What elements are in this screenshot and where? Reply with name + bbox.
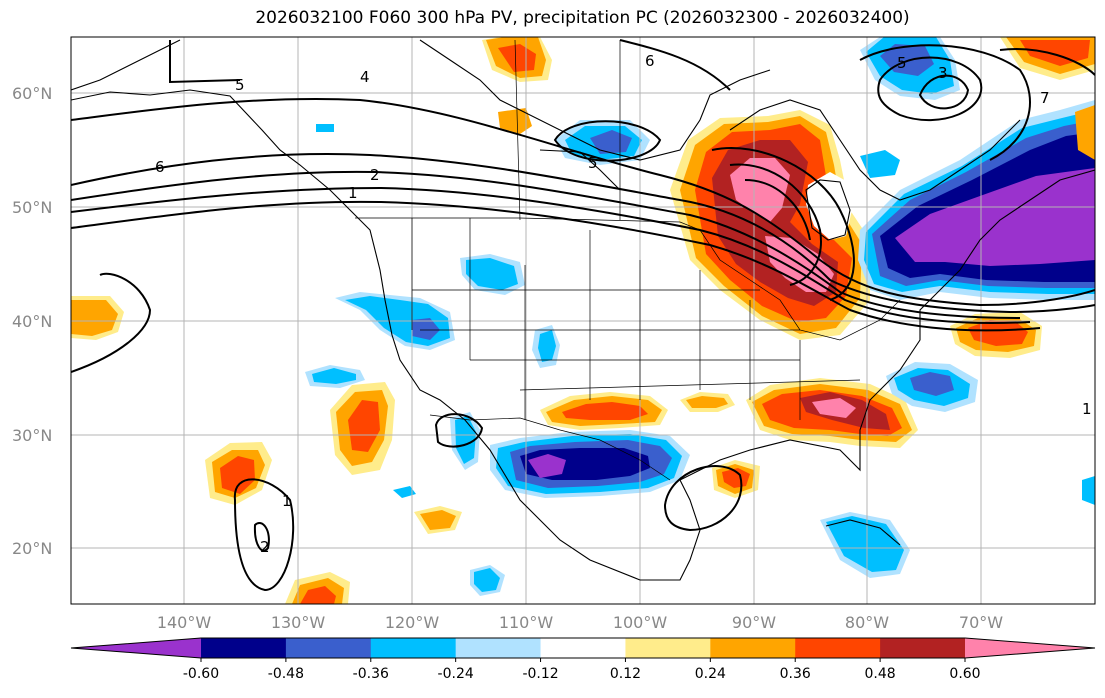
svg-text:6: 6 xyxy=(155,158,165,176)
colorbar-extend-min xyxy=(71,638,201,658)
country-borders xyxy=(355,39,901,481)
colorbar-tick-label: -0.48 xyxy=(268,666,304,682)
colorbar-segment xyxy=(540,638,626,658)
lon-label: 130°W xyxy=(271,613,326,632)
svg-text:6: 6 xyxy=(645,52,655,70)
colorbar-tick-label: 0.12 xyxy=(610,666,641,682)
precip-shading xyxy=(71,37,1095,604)
lat-label: 60°N xyxy=(12,84,52,103)
lon-label: 100°W xyxy=(613,613,668,632)
map-frame xyxy=(70,36,1096,605)
svg-text:2: 2 xyxy=(260,538,270,556)
svg-text:7: 7 xyxy=(1040,89,1050,107)
svg-text:4: 4 xyxy=(360,68,370,86)
colorbar-extend-max xyxy=(965,638,1095,658)
svg-text:5: 5 xyxy=(897,54,907,72)
colorbar-segment xyxy=(710,638,796,658)
colorbar-segment xyxy=(285,638,372,658)
lon-label: 110°W xyxy=(499,613,554,632)
colorbar-tick-label: 0.60 xyxy=(949,666,980,682)
svg-text:1: 1 xyxy=(282,492,292,510)
lon-label: 120°W xyxy=(385,613,440,632)
colorbar-tick-label: -0.24 xyxy=(438,666,474,682)
pv-contours xyxy=(71,39,1095,592)
colorbar-segment xyxy=(455,638,542,658)
colorbar-segment xyxy=(625,638,711,658)
colorbar-tick-label: 0.24 xyxy=(695,666,726,682)
colorbar-segment xyxy=(370,638,457,658)
lat-label: 50°N xyxy=(12,198,52,217)
lon-label: 70°W xyxy=(959,613,1003,632)
colorbar-tick-label: 0.48 xyxy=(865,666,896,682)
colorbar-segment xyxy=(201,638,287,658)
lon-label: 80°W xyxy=(845,613,889,632)
colorbar-tick-label: -0.36 xyxy=(353,666,389,682)
colorbar-tick-label: -0.12 xyxy=(522,666,558,682)
contour-labels: 5 4 6 2 1 5 6 1 2 3 5 7 1 xyxy=(155,52,1092,556)
lat-label: 20°N xyxy=(12,539,52,558)
colorbar-tick-label: 0.36 xyxy=(780,666,811,682)
lat-label: 40°N xyxy=(12,312,52,331)
colorbar xyxy=(70,637,1096,659)
svg-text:5: 5 xyxy=(235,76,245,94)
lat-label: 30°N xyxy=(12,426,52,445)
svg-text:1: 1 xyxy=(1082,400,1092,418)
longitude-labels: 140°W 130°W 120°W 110°W 100°W 90°W 80°W … xyxy=(157,613,1003,632)
graticule xyxy=(71,37,1095,604)
svg-text:2: 2 xyxy=(370,166,380,184)
colorbar-tick-label: -0.60 xyxy=(183,666,219,682)
map-title: 2026032100 F060 300 hPa PV, precipitatio… xyxy=(255,8,910,28)
lon-label: 140°W xyxy=(157,613,212,632)
colorbar-segment xyxy=(880,638,966,658)
svg-text:1: 1 xyxy=(348,184,358,202)
coastlines xyxy=(71,39,1095,581)
latitude-labels: 60°N 50°N 40°N 30°N 20°N xyxy=(12,84,52,558)
colorbar-segment xyxy=(795,638,881,658)
colorbar-ticks: -0.60 -0.48 -0.36 -0.24 -0.12 0.12 0.24 0.36 0.4… xyxy=(183,658,981,682)
lon-label: 90°W xyxy=(732,613,776,632)
svg-text:3: 3 xyxy=(938,64,948,82)
svg-text:5: 5 xyxy=(588,154,598,172)
